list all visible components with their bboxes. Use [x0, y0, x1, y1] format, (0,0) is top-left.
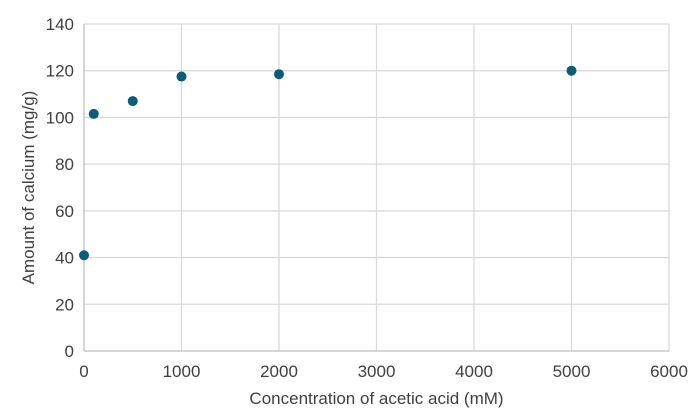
- x-tick-label: 2000: [260, 362, 298, 381]
- data-point: [88, 108, 99, 119]
- y-tick-label: 40: [55, 249, 74, 268]
- y-tick-label: 100: [46, 108, 74, 127]
- y-tick-label: 120: [46, 62, 74, 81]
- x-tick-label: 5000: [553, 362, 591, 381]
- data-point: [566, 65, 577, 76]
- y-tick-label: 140: [46, 15, 74, 34]
- y-axis-title: Amount of calcium (mg/g): [19, 91, 38, 285]
- data-point: [79, 250, 89, 261]
- y-tick-label: 0: [65, 342, 74, 361]
- tick-labels: 0 20 40 60 80 100 120 140 0 1000 2000 3000 4000 5000 6…: [46, 15, 688, 381]
- x-tick-label: 3000: [358, 362, 396, 381]
- x-tick-label: 1000: [163, 362, 201, 381]
- y-tick-label: 20: [55, 295, 74, 314]
- grid-lines: [84, 23, 670, 351]
- x-tick-label: 6000: [650, 362, 688, 381]
- data-point: [176, 71, 187, 82]
- x-tick-label: 4000: [455, 362, 493, 381]
- data-point: [127, 96, 138, 107]
- y-tick-label: 60: [55, 202, 74, 221]
- axes: [83, 24, 669, 352]
- x-axis-title: Concentration of acetic acid (mM): [249, 389, 503, 408]
- y-tick-label: 80: [55, 155, 74, 174]
- data-point: [274, 69, 284, 80]
- data-points: [79, 65, 577, 261]
- x-tick-label: 0: [79, 362, 88, 381]
